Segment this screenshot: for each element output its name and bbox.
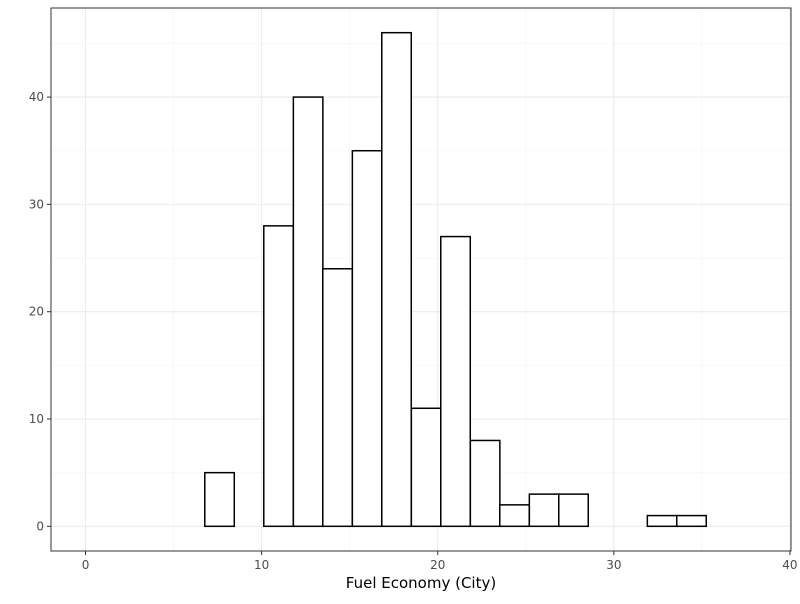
histogram-bar	[440, 235, 472, 528]
histogram-bar	[676, 514, 707, 528]
histogram-bars	[204, 31, 707, 528]
histogram-bar	[292, 96, 324, 528]
y-tick-label: 30	[29, 197, 44, 211]
histogram-bar	[528, 493, 560, 528]
y-tick-label: 10	[29, 412, 44, 426]
histogram-bar	[381, 31, 413, 528]
histogram-bar	[558, 493, 590, 528]
x-tick-label: 20	[430, 558, 445, 572]
x-axis-title: Fuel Economy (City)	[346, 574, 496, 592]
panel-border	[50, 7, 792, 552]
histogram-bar	[410, 407, 442, 528]
x-tick-label: 40	[782, 558, 797, 572]
histogram-bar	[646, 514, 678, 528]
x-tick-label: 10	[254, 558, 269, 572]
histogram-bar	[351, 149, 383, 528]
y-tick-label: 0	[36, 519, 44, 533]
histogram-bar	[263, 225, 295, 528]
histogram-bar	[204, 471, 236, 528]
histogram-bar	[499, 504, 531, 528]
x-tick-label: 30	[606, 558, 621, 572]
y-tick-label: 40	[29, 90, 44, 104]
histogram-bar	[469, 439, 501, 528]
y-tick-label: 20	[29, 305, 44, 319]
y-axis-ticks: 0 10 20 30 40	[29, 90, 51, 533]
x-tick-label: 0	[82, 558, 90, 572]
x-axis-ticks: 0 10 20 30 40	[82, 551, 798, 572]
grid-lines	[51, 8, 791, 551]
histogram-bar	[322, 268, 354, 528]
